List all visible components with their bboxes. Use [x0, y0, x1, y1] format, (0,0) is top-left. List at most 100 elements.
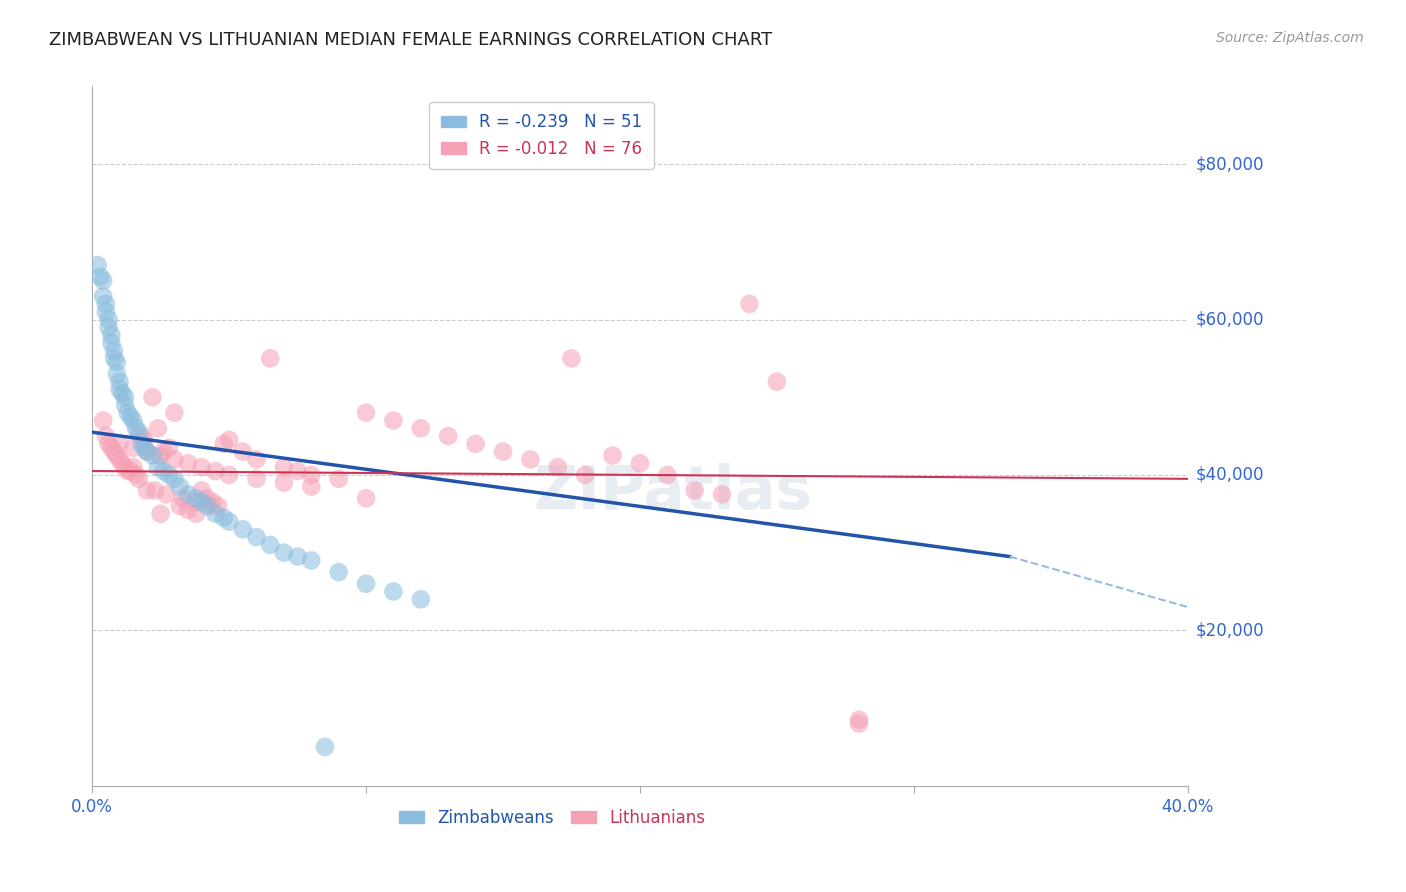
Point — [204, 464, 226, 478]
Point — [574, 467, 596, 482]
Point — [131, 429, 153, 443]
Point — [232, 522, 254, 536]
Point — [163, 406, 186, 420]
Point — [218, 467, 240, 482]
Point — [218, 433, 240, 447]
Point — [108, 383, 131, 397]
Text: $80,000: $80,000 — [1197, 155, 1264, 173]
Point — [105, 355, 128, 369]
Point — [117, 406, 139, 420]
Point — [683, 483, 706, 498]
Point — [738, 297, 761, 311]
Point — [207, 499, 229, 513]
Point — [201, 495, 224, 509]
Point — [212, 510, 235, 524]
Point — [273, 460, 295, 475]
Point — [128, 472, 150, 486]
Point — [287, 549, 309, 564]
Point — [134, 433, 156, 447]
Point — [149, 507, 172, 521]
Point — [409, 421, 432, 435]
Point — [232, 444, 254, 458]
Point — [103, 351, 125, 366]
Point — [273, 475, 295, 490]
Point — [91, 413, 114, 427]
Point — [177, 503, 200, 517]
Point — [437, 429, 460, 443]
Point — [314, 739, 336, 754]
Point — [105, 367, 128, 381]
Point — [97, 437, 120, 451]
Point — [163, 452, 186, 467]
Point — [105, 449, 128, 463]
Point — [711, 487, 734, 501]
Point — [114, 390, 136, 404]
Point — [120, 409, 142, 424]
Point — [198, 499, 221, 513]
Point — [91, 289, 114, 303]
Point — [464, 437, 486, 451]
Text: Source: ZipAtlas.com: Source: ZipAtlas.com — [1216, 31, 1364, 45]
Point — [169, 480, 191, 494]
Text: $40,000: $40,000 — [1197, 466, 1264, 484]
Point — [492, 444, 515, 458]
Text: ZIPatlas: ZIPatlas — [533, 463, 813, 522]
Point — [125, 467, 148, 482]
Point — [245, 472, 267, 486]
Point — [152, 444, 174, 458]
Point — [94, 429, 117, 443]
Point — [117, 464, 139, 478]
Point — [122, 460, 145, 475]
Point — [299, 480, 322, 494]
Point — [97, 320, 120, 334]
Point — [149, 449, 172, 463]
Point — [108, 375, 131, 389]
Point — [382, 413, 405, 427]
Point — [141, 390, 163, 404]
Point — [157, 441, 180, 455]
Point — [146, 460, 169, 475]
Point — [259, 351, 281, 366]
Point — [177, 456, 200, 470]
Point — [328, 472, 350, 486]
Point — [114, 460, 136, 475]
Point — [97, 312, 120, 326]
Point — [218, 515, 240, 529]
Point — [628, 456, 651, 470]
Text: $20,000: $20,000 — [1197, 622, 1264, 640]
Point — [177, 487, 200, 501]
Point — [89, 269, 111, 284]
Point — [186, 507, 208, 521]
Point — [163, 472, 186, 486]
Point — [299, 553, 322, 567]
Point — [136, 483, 159, 498]
Text: $60,000: $60,000 — [1197, 310, 1264, 328]
Point — [212, 437, 235, 451]
Point — [172, 491, 194, 506]
Point — [86, 258, 108, 272]
Point — [100, 328, 122, 343]
Point — [245, 530, 267, 544]
Point — [519, 452, 541, 467]
Point — [287, 464, 309, 478]
Point — [157, 467, 180, 482]
Point — [547, 460, 569, 475]
Point — [141, 449, 163, 463]
Point — [108, 437, 131, 451]
Point — [354, 406, 377, 420]
Point — [169, 499, 191, 513]
Point — [100, 441, 122, 455]
Point — [273, 546, 295, 560]
Legend: Zimbabweans, Lithuanians: Zimbabweans, Lithuanians — [392, 802, 711, 833]
Point — [94, 297, 117, 311]
Point — [186, 491, 208, 506]
Point — [152, 464, 174, 478]
Point — [766, 375, 789, 389]
Point — [111, 456, 134, 470]
Point — [122, 441, 145, 455]
Point — [354, 491, 377, 506]
Point — [108, 452, 131, 467]
Point — [125, 421, 148, 435]
Point — [94, 304, 117, 318]
Point — [354, 576, 377, 591]
